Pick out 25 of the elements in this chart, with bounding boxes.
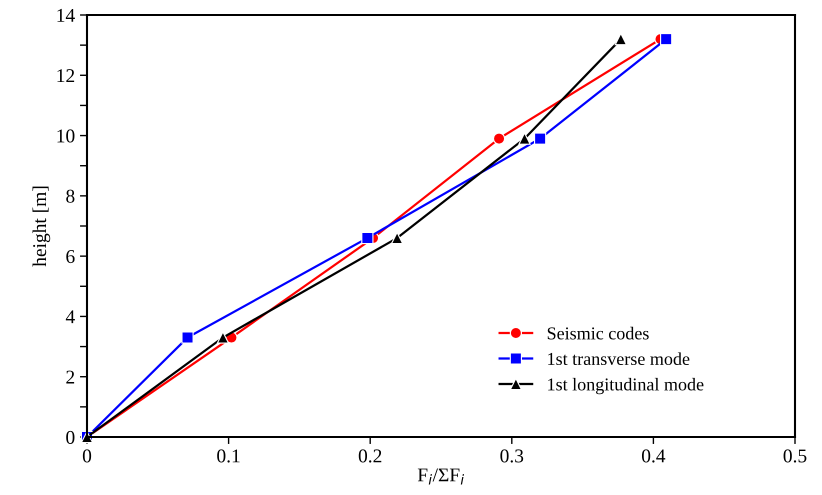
- point: [534, 132, 546, 145]
- x-tick-label: 0.1: [217, 449, 240, 463]
- y-tick-label: 8: [66, 190, 74, 203]
- y-tick-label: 0: [66, 430, 74, 444]
- x-axis-title: F$_{i}$/ΣF$_{i}$: [418, 468, 464, 484]
- point: [614, 33, 627, 46]
- x-tick-label: 0.4: [642, 449, 666, 463]
- y-tick-label: 14: [57, 8, 75, 22]
- y-axis-title: height [m]: [32, 186, 50, 267]
- y-tick-label: 12: [57, 69, 74, 82]
- y-tick-label: 2: [66, 370, 74, 384]
- point: [492, 132, 506, 145]
- point: [181, 331, 194, 344]
- x-tick-label: 0: [82, 449, 92, 462]
- x-tick-label: 0.5: [784, 449, 806, 463]
- y-tick-label: 10: [57, 129, 74, 143]
- x-tick-label: 0.2: [358, 449, 382, 463]
- y-tick-label: 6: [66, 250, 75, 264]
- legend-label: Seismic codes: [548, 326, 649, 340]
- y-tick-label: 4: [66, 310, 75, 324]
- legend-label: 1st transverse mode: [548, 352, 690, 366]
- legend-label: 1st longitudinal mode: [548, 378, 704, 394]
- point: [361, 232, 374, 244]
- x-tick-label: 0.3: [500, 449, 524, 463]
- point: [660, 33, 672, 46]
